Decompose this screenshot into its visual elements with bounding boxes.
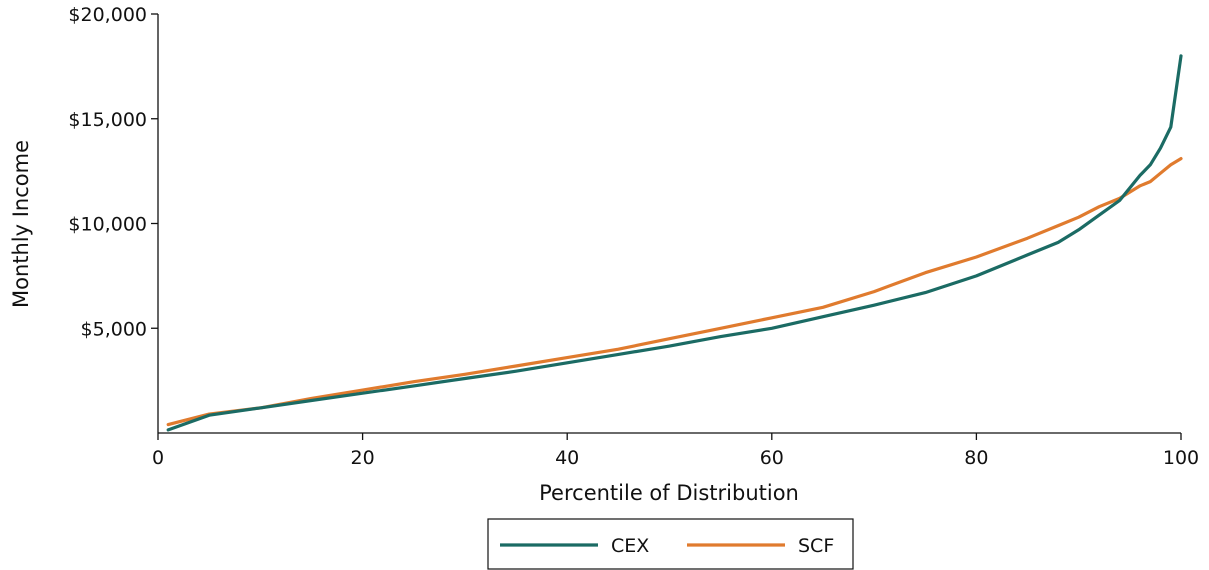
- y-tick-label: $10,000: [68, 214, 147, 236]
- series-lines: [166, 54, 1183, 432]
- x-tick-label: 40: [555, 447, 579, 469]
- y-ticks: $5,000 $10,000 $15,000 $20,000: [68, 4, 158, 340]
- x-axis: 0 20 40 60 80 100: [152, 432, 1199, 469]
- legend: CEX SCF: [487, 518, 854, 570]
- x-ticks: 0 20 40 60 80 100: [152, 433, 1199, 469]
- x-tick-label: 80: [964, 447, 988, 469]
- y-tick-label: $20,000: [68, 4, 147, 26]
- x-tick-label: 100: [1163, 447, 1199, 469]
- x-tick-label: 20: [351, 447, 375, 469]
- x-tick-label: 0: [152, 447, 164, 469]
- x-axis-title: Percentile of Distribution: [539, 481, 799, 505]
- y-axis: $5,000 $10,000 $15,000 $20,000: [68, 4, 159, 433]
- legend-label-scf: SCF: [798, 535, 834, 557]
- legend-label-cex: CEX: [611, 535, 649, 557]
- x-tick-label: 60: [760, 447, 784, 469]
- y-tick-label: $15,000: [68, 109, 147, 131]
- series-line-cex: [166, 54, 1183, 432]
- series-line-scf: [166, 157, 1183, 427]
- y-axis-title: Monthly Income: [9, 140, 33, 308]
- y-tick-label: $5,000: [81, 318, 147, 340]
- legend-items: CEX SCF: [500, 535, 834, 557]
